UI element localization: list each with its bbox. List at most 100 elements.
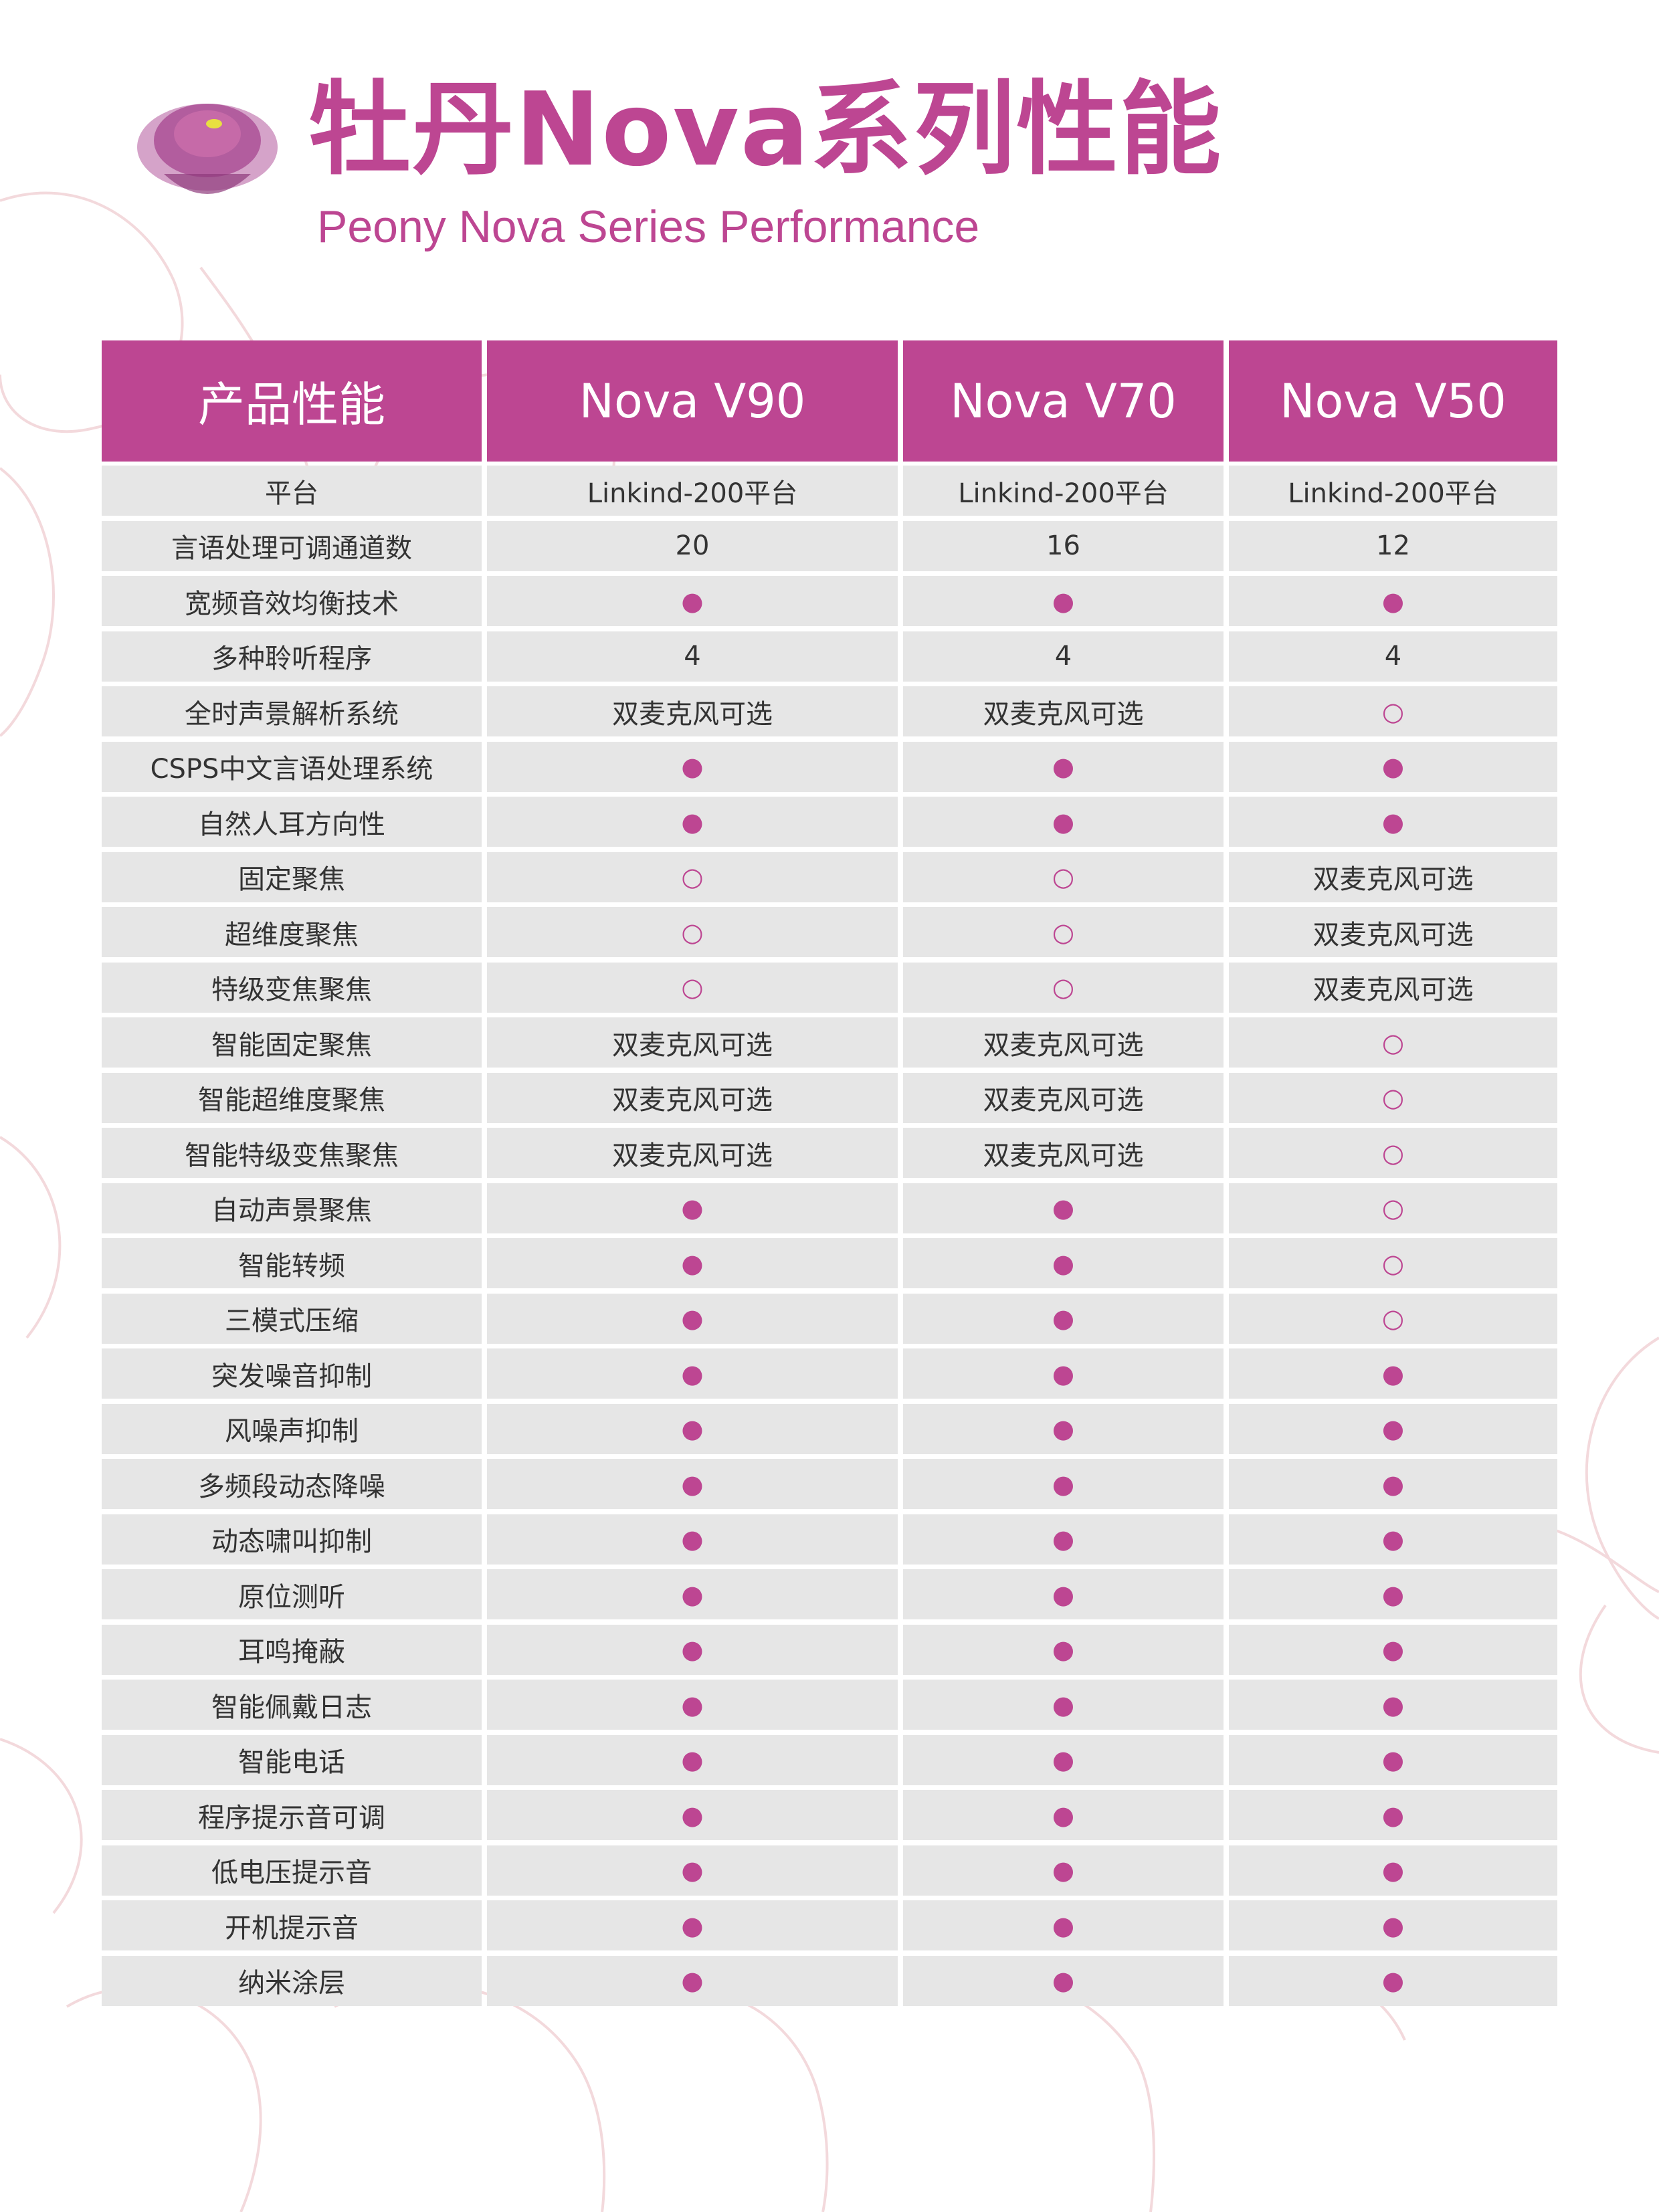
- table-row: 突发噪音抑制 ● ● ●: [102, 1348, 1557, 1399]
- value-cell: 20: [487, 520, 898, 571]
- table-row: 平台 Linkind-200平台 Linkind-200平台 Linkind-200平…: [102, 466, 1557, 516]
- cell-text: 智能超维度聚焦: [198, 1085, 385, 1116]
- cell-text: 12: [1376, 530, 1410, 561]
- value-cell: 双麦克风可选: [903, 686, 1224, 736]
- feature-name-cell: 宽频音效均衡技术: [102, 576, 482, 626]
- table-row: 全时声景解析系统 双麦克风可选 双麦克风可选 ○: [102, 686, 1557, 736]
- cell-text: Linkind-200平台: [958, 478, 1169, 509]
- cell-text: 超维度聚焦: [225, 919, 359, 950]
- feature-name-cell: 智能转频: [102, 1238, 482, 1288]
- value-cell: ○: [903, 851, 1224, 902]
- supported-dot-icon: ●: [681, 1966, 704, 1995]
- not-supported-circle-icon: ○: [1381, 1027, 1405, 1058]
- value-cell: ○: [1229, 1183, 1557, 1233]
- cell-text: Linkind-200平台: [587, 478, 798, 509]
- cell-text: 双麦克风可选: [983, 698, 1144, 730]
- value-cell: ●: [1229, 1459, 1557, 1509]
- supported-dot-icon: ●: [681, 1579, 704, 1609]
- value-cell: 双麦克风可选: [487, 1128, 898, 1178]
- value-cell: ○: [1229, 1238, 1557, 1288]
- feature-name-cell: 智能固定聚焦: [102, 1017, 482, 1068]
- supported-dot-icon: ●: [1052, 1193, 1075, 1223]
- feature-name-cell: 全时声景解析系统: [102, 686, 482, 736]
- cell-text: 智能佩戴日志: [211, 1692, 372, 1723]
- table-row: 固定聚焦 ○ ○ 双麦克风可选: [102, 851, 1557, 902]
- supported-dot-icon: ●: [1052, 1966, 1075, 1995]
- value-cell: ●: [1229, 741, 1557, 792]
- table-row: 开机提示音 ● ● ●: [102, 1900, 1557, 1950]
- value-cell: ○: [487, 851, 898, 902]
- table-row: 智能佩戴日志 ● ● ●: [102, 1680, 1557, 1730]
- header-nova-v50: Nova V50: [1229, 340, 1557, 462]
- table-row: 智能超维度聚焦 双麦克风可选 双麦克风可选 ○: [102, 1072, 1557, 1123]
- supported-dot-icon: ●: [681, 1414, 704, 1443]
- value-cell: 双麦克风可选: [1229, 851, 1557, 902]
- cell-text: 开机提示音: [225, 1912, 359, 1944]
- table-row: 多种聆听程序 4 4 4: [102, 631, 1557, 682]
- table-body: 平台 Linkind-200平台 Linkind-200平台 Linkind-200平…: [102, 466, 1557, 2006]
- cell-text: 平台: [265, 478, 318, 509]
- table-row: 智能固定聚焦 双麦克风可选 双麦克风可选 ○: [102, 1017, 1557, 1068]
- cell-text: 双麦克风可选: [983, 1140, 1144, 1171]
- value-cell: ●: [487, 1183, 898, 1233]
- value-cell: ●: [1229, 797, 1557, 847]
- supported-dot-icon: ●: [1052, 1414, 1075, 1443]
- feature-name-cell: 三模式压缩: [102, 1293, 482, 1344]
- supported-dot-icon: ●: [681, 1635, 704, 1664]
- not-supported-circle-icon: ○: [681, 917, 704, 947]
- value-cell: 双麦克风可选: [487, 686, 898, 736]
- supported-dot-icon: ●: [1381, 1579, 1405, 1609]
- value-cell: ●: [1229, 1955, 1557, 2006]
- supported-dot-icon: ●: [1381, 1910, 1405, 1940]
- supported-dot-icon: ●: [1052, 1635, 1075, 1664]
- value-cell: ●: [1229, 1845, 1557, 1896]
- feature-name-cell: 开机提示音: [102, 1900, 482, 1950]
- value-cell: Linkind-200平台: [1229, 466, 1557, 516]
- cell-text: Linkind-200平台: [1288, 478, 1498, 509]
- feature-name-cell: 自然人耳方向性: [102, 797, 482, 847]
- value-cell: ●: [487, 576, 898, 626]
- table-row: 自动声景聚焦 ● ● ○: [102, 1183, 1557, 1233]
- value-cell: ●: [1229, 1900, 1557, 1950]
- header-nova-v90: Nova V90: [487, 340, 898, 462]
- supported-dot-icon: ●: [1052, 1579, 1075, 1609]
- value-cell: ●: [487, 1348, 898, 1399]
- supported-dot-icon: ●: [681, 1193, 704, 1223]
- value-cell: ●: [487, 1790, 898, 1840]
- value-cell: 双麦克风可选: [1229, 907, 1557, 957]
- value-cell: ●: [903, 741, 1224, 792]
- table-row: 程序提示音可调 ● ● ●: [102, 1790, 1557, 1840]
- value-cell: ●: [903, 1955, 1224, 2006]
- table-row: 风噪声抑制 ● ● ●: [102, 1403, 1557, 1454]
- value-cell: Linkind-200平台: [903, 466, 1224, 516]
- supported-dot-icon: ●: [1381, 1469, 1405, 1499]
- cell-text: 言语处理可调通道数: [171, 533, 412, 564]
- cell-text: 自动声景聚焦: [211, 1195, 372, 1226]
- feature-name-cell: 自动声景聚焦: [102, 1183, 482, 1233]
- feature-name-cell: 特级变焦聚焦: [102, 962, 482, 1013]
- feature-name-cell: 固定聚焦: [102, 851, 482, 902]
- table-row: 原位测听 ● ● ●: [102, 1569, 1557, 1619]
- value-cell: ○: [1229, 1128, 1557, 1178]
- value-cell: ●: [1229, 576, 1557, 626]
- supported-dot-icon: ●: [1052, 807, 1075, 837]
- feature-name-cell: 多频段动态降噪: [102, 1459, 482, 1509]
- supported-dot-icon: ●: [1052, 752, 1075, 781]
- table-row: 智能电话 ● ● ●: [102, 1734, 1557, 1785]
- cell-text: 风噪声抑制: [225, 1416, 359, 1447]
- cell-text: 程序提示音可调: [198, 1802, 385, 1833]
- not-supported-circle-icon: ○: [1381, 1193, 1405, 1223]
- header-feature: 产品性能: [102, 340, 482, 462]
- supported-dot-icon: ●: [1381, 807, 1405, 837]
- supported-dot-icon: ●: [1381, 1690, 1405, 1720]
- supported-dot-icon: ●: [1381, 1414, 1405, 1443]
- cell-text: 低电压提示音: [211, 1857, 372, 1888]
- cell-text: 双麦克风可选: [983, 1029, 1144, 1061]
- cell-text: 智能转频: [238, 1250, 345, 1282]
- supported-dot-icon: ●: [681, 1469, 704, 1499]
- value-cell: ●: [903, 1514, 1224, 1565]
- table-row: 纳米涂层 ● ● ●: [102, 1955, 1557, 2006]
- value-cell: ●: [487, 741, 898, 792]
- supported-dot-icon: ●: [1381, 752, 1405, 781]
- value-cell: ●: [487, 1403, 898, 1454]
